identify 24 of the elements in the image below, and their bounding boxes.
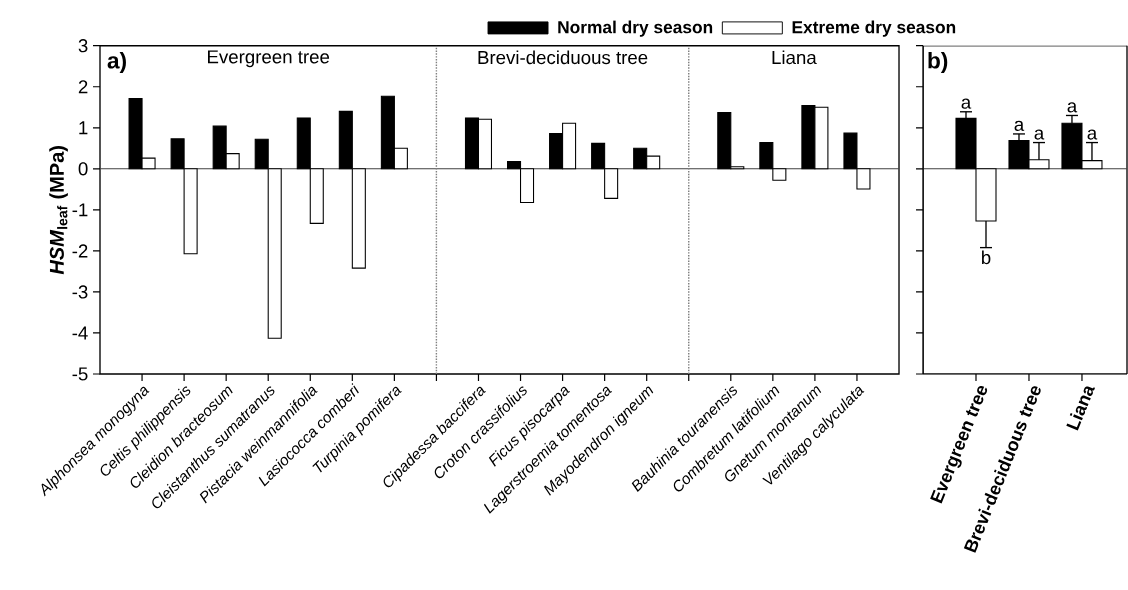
annotation: a [1034, 129, 1045, 140]
annotation: a [1087, 129, 1098, 140]
annotation: Evergreen tree [208, 50, 330, 68]
annotation: Liana [772, 50, 817, 65]
y-tick-label: 1 [79, 121, 88, 135]
y-tick-label: -5 [72, 367, 88, 381]
legend-label: Extreme dry season [792, 20, 956, 37]
annotation: a [1014, 120, 1025, 132]
y-tick-label: 3 [78, 39, 88, 53]
annotation: a) [107, 51, 126, 74]
annotation: b) [928, 51, 948, 74]
annotation: a [961, 98, 972, 109]
y-tick-label: 2 [78, 80, 88, 94]
y-tick-label: -2 [72, 244, 88, 258]
annotation: a [1067, 102, 1078, 113]
y-tick-label: -3 [72, 285, 88, 299]
y-tick-label: 0 [78, 162, 88, 176]
legend-label: Normal dry season [558, 20, 713, 37]
y-tick-label: -4 [72, 326, 88, 340]
y-tick-label: -1 [72, 203, 88, 217]
annotation: Brevi-deciduous tree [478, 50, 648, 65]
y-axis-title: HSM$_{leaf}$ (MPa) [49, 146, 68, 275]
annotation: b [982, 250, 991, 265]
x-tick-label: Liana [1066, 386, 1095, 431]
